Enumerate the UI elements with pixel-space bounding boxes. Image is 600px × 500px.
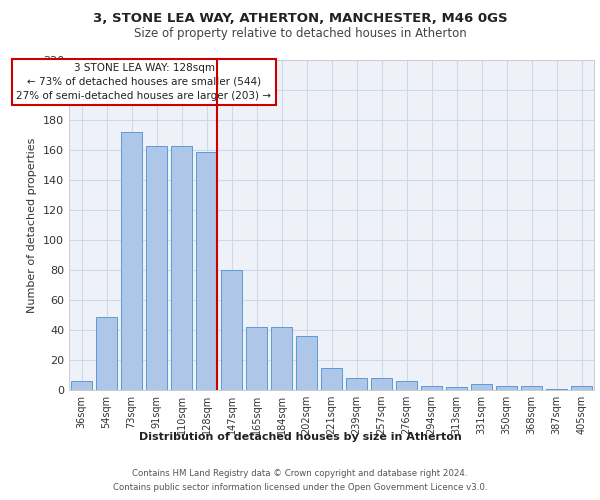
Bar xyxy=(571,386,592,390)
Bar xyxy=(446,387,467,390)
Text: Contains HM Land Registry data © Crown copyright and database right 2024.: Contains HM Land Registry data © Crown c… xyxy=(132,469,468,478)
Y-axis label: Number of detached properties: Number of detached properties xyxy=(28,138,37,312)
Bar xyxy=(171,146,192,390)
Bar xyxy=(396,381,417,390)
Bar xyxy=(421,386,442,390)
Text: Contains public sector information licensed under the Open Government Licence v3: Contains public sector information licen… xyxy=(113,483,487,492)
Bar xyxy=(71,381,92,390)
Bar xyxy=(346,378,367,390)
Text: 3, STONE LEA WAY, ATHERTON, MANCHESTER, M46 0GS: 3, STONE LEA WAY, ATHERTON, MANCHESTER, … xyxy=(92,12,508,26)
Bar xyxy=(271,327,292,390)
Text: Size of property relative to detached houses in Atherton: Size of property relative to detached ho… xyxy=(134,28,466,40)
Text: Distribution of detached houses by size in Atherton: Distribution of detached houses by size … xyxy=(139,432,461,442)
Bar xyxy=(321,368,342,390)
Bar xyxy=(546,388,567,390)
Bar xyxy=(371,378,392,390)
Bar xyxy=(121,132,142,390)
Text: 3 STONE LEA WAY: 128sqm
← 73% of detached houses are smaller (544)
27% of semi-d: 3 STONE LEA WAY: 128sqm ← 73% of detache… xyxy=(17,63,271,101)
Bar xyxy=(496,386,517,390)
Bar xyxy=(471,384,492,390)
Bar xyxy=(296,336,317,390)
Bar xyxy=(521,386,542,390)
Bar xyxy=(196,152,217,390)
Bar xyxy=(221,270,242,390)
Bar xyxy=(96,316,117,390)
Bar xyxy=(246,327,267,390)
Bar xyxy=(146,146,167,390)
